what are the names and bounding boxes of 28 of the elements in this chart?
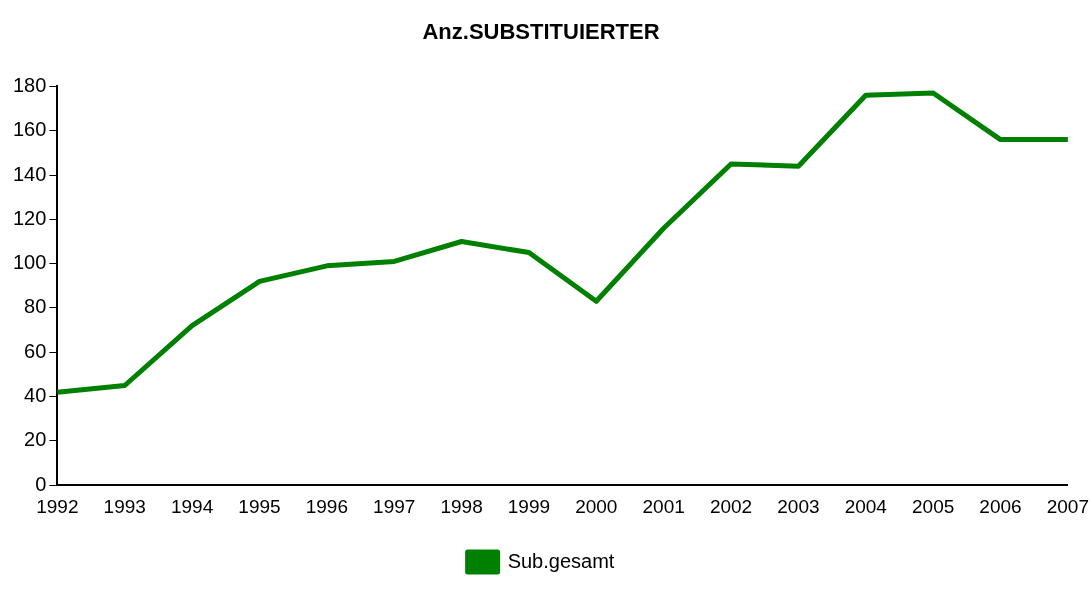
- y-tick-label: 120: [12, 206, 47, 229]
- x-tick-label: 1999: [507, 495, 551, 517]
- y-tick-label: 60: [24, 339, 47, 362]
- x-tick-label: 2001: [642, 495, 685, 517]
- y-tick-label: 20: [24, 428, 47, 451]
- x-tick-label: 1996: [305, 495, 348, 517]
- chart-title: Anz.SUBSTITUIERTER: [422, 19, 660, 45]
- x-tick-label: 1992: [36, 495, 79, 517]
- x-tick-label: 2004: [844, 495, 888, 517]
- y-tick-label: 80: [24, 295, 47, 318]
- x-tick-label: 2000: [575, 495, 618, 517]
- x-tick-label: 1998: [440, 495, 483, 517]
- x-tick-label: 1997: [373, 495, 416, 517]
- x-tick-label: 2006: [979, 495, 1022, 517]
- x-tick-label: 2007: [1046, 495, 1090, 517]
- x-tick-label: 1994: [170, 495, 214, 517]
- y-tick-label: 40: [24, 384, 47, 407]
- y-tick-label: 160: [12, 118, 47, 141]
- y-tick-label: 0: [35, 472, 47, 495]
- x-tick-label: 2003: [777, 495, 820, 517]
- y-tick-label: 140: [12, 162, 47, 185]
- x-tick-label: 2002: [709, 495, 753, 517]
- legend-label: Sub.gesamt: [507, 549, 615, 572]
- x-tick-label: 1995: [238, 495, 281, 517]
- x-tick-label: 2005: [911, 495, 955, 517]
- x-tick-label: 1993: [103, 495, 146, 517]
- y-tick-label: 180: [12, 73, 47, 96]
- y-tick-label: 100: [12, 251, 47, 274]
